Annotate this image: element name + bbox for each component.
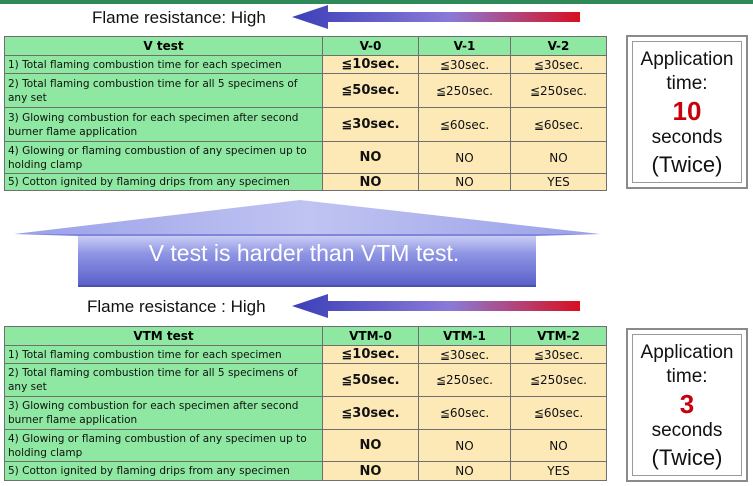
- vtm-header-vtm2: VTM-2: [510, 326, 607, 346]
- vtm-test-table: VTM test VTM-0 VTM-1 VTM-2 1) Total flam…: [4, 326, 607, 481]
- application-label: Application: [640, 342, 734, 363]
- time-label: time:: [666, 366, 708, 387]
- vtm-header-vtm1: VTM-1: [418, 326, 511, 346]
- criterion-label: 5) Cotton ignited by flaming drips from …: [4, 461, 323, 481]
- vtm-header-vtm0: VTM-0: [322, 326, 419, 346]
- top-accent-line: [0, 0, 753, 4]
- vtm-header-test: VTM test: [4, 326, 323, 346]
- vtm1-value: NO: [418, 429, 511, 462]
- v-table-row: 1) Total flaming combustion time for eac…: [4, 55, 607, 74]
- twice-label: (Twice): [651, 445, 723, 470]
- v2-value: ≦60sec.: [510, 107, 607, 142]
- top-flame-label: Flame resistance: High: [92, 8, 266, 27]
- vtm-table-row: 1) Total flaming combustion time for eac…: [4, 345, 607, 364]
- v-application-time-box: Application time: 10 seconds (Twice): [626, 35, 748, 189]
- v-header-test: V test: [4, 36, 323, 56]
- vtm-table-row: 4) Glowing or flaming combustion of any …: [4, 429, 607, 462]
- v0-value: NO: [322, 173, 419, 191]
- banner-message: V test is harder than VTM test.: [148, 240, 460, 266]
- top-flame-arrow-icon: [292, 5, 580, 29]
- v1-value: ≦30sec.: [418, 55, 511, 74]
- application-seconds-value: 3: [679, 389, 695, 419]
- v2-value: YES: [510, 173, 607, 191]
- vtm1-value: ≦30sec.: [418, 345, 511, 364]
- vtm-application-time-inner: Application time: 3 seconds (Twice): [632, 334, 742, 476]
- v-header-v0: V-0: [322, 36, 419, 56]
- vtm0-value: ≦50sec.: [322, 363, 419, 397]
- v2-value: ≦250sec.: [510, 73, 607, 108]
- vtm2-value: ≦250sec.: [510, 363, 607, 397]
- v-table-row: 4) Glowing or flaming combustion of any …: [4, 141, 607, 174]
- vtm2-value: YES: [510, 461, 607, 481]
- v-table-row: 2) Total flaming combustion time for all…: [4, 73, 607, 108]
- criterion-label: 1) Total flaming combustion time for eac…: [4, 345, 323, 364]
- bottom-flame-arrow-icon: [292, 294, 580, 318]
- v2-value: ≦30sec.: [510, 55, 607, 74]
- v2-value: NO: [510, 141, 607, 174]
- v-table-row: 3) Glowing combustion for each specimen …: [4, 107, 607, 142]
- vtm2-value: ≦30sec.: [510, 345, 607, 364]
- twice-label: (Twice): [651, 152, 723, 177]
- criterion-label: 4) Glowing or flaming combustion of any …: [4, 429, 323, 462]
- v-table-header-row: V test V-0 V-1 V-2: [4, 36, 607, 56]
- v0-value: ≦30sec.: [322, 107, 419, 142]
- criterion-label: 1) Total flaming combustion time for eac…: [4, 55, 323, 74]
- criterion-label: 5) Cotton ignited by flaming drips from …: [4, 173, 323, 191]
- vtm-application-time-box: Application time: 3 seconds (Twice): [626, 328, 748, 482]
- vtm1-value: ≦60sec.: [418, 396, 511, 430]
- v0-value: ≦50sec.: [322, 73, 419, 108]
- v1-value: ≦60sec.: [418, 107, 511, 142]
- vtm-table-row: 5) Cotton ignited by flaming drips from …: [4, 461, 607, 481]
- vtm-table-header-row: VTM test VTM-0 VTM-1 VTM-2: [4, 326, 607, 346]
- criterion-label: 2) Total flaming combustion time for all…: [4, 363, 323, 397]
- criterion-label: 3) Glowing combustion for each specimen …: [4, 396, 323, 430]
- v0-value: ≦10sec.: [322, 55, 419, 74]
- v-header-v2: V-2: [510, 36, 607, 56]
- up-arrow-banner-icon: [14, 200, 600, 287]
- vtm0-value: ≦30sec.: [322, 396, 419, 430]
- vtm1-value: ≦250sec.: [418, 363, 511, 397]
- vtm2-value: NO: [510, 429, 607, 462]
- bottom-flame-label: Flame resistance : High: [87, 297, 266, 316]
- seconds-label: seconds: [651, 127, 723, 148]
- seconds-label: seconds: [651, 420, 723, 441]
- v0-value: NO: [322, 141, 419, 174]
- v-test-table: V test V-0 V-1 V-2 1) Total flaming comb…: [4, 36, 607, 191]
- v-header-v1: V-1: [418, 36, 511, 56]
- vtm-table-row: 3) Glowing combustion for each specimen …: [4, 396, 607, 430]
- vtm0-value: ≦10sec.: [322, 345, 419, 364]
- criterion-label: 2) Total flaming combustion time for all…: [4, 73, 323, 108]
- vtm1-value: NO: [418, 461, 511, 481]
- vtm0-value: NO: [322, 429, 419, 462]
- criterion-label: 4) Glowing or flaming combustion of any …: [4, 141, 323, 174]
- v1-value: NO: [418, 173, 511, 191]
- v-table-row: 5) Cotton ignited by flaming drips from …: [4, 173, 607, 191]
- application-seconds-value: 10: [672, 96, 702, 126]
- vtm0-value: NO: [322, 461, 419, 481]
- v-application-time-inner: Application time: 10 seconds (Twice): [632, 41, 742, 183]
- vtm-table-row: 2) Total flaming combustion time for all…: [4, 363, 607, 397]
- application-label: Application: [640, 49, 734, 70]
- v1-value: ≦250sec.: [418, 73, 511, 108]
- time-label: time:: [666, 73, 708, 94]
- criterion-label: 3) Glowing combustion for each specimen …: [4, 107, 323, 142]
- v1-value: NO: [418, 141, 511, 174]
- vtm2-value: ≦60sec.: [510, 396, 607, 430]
